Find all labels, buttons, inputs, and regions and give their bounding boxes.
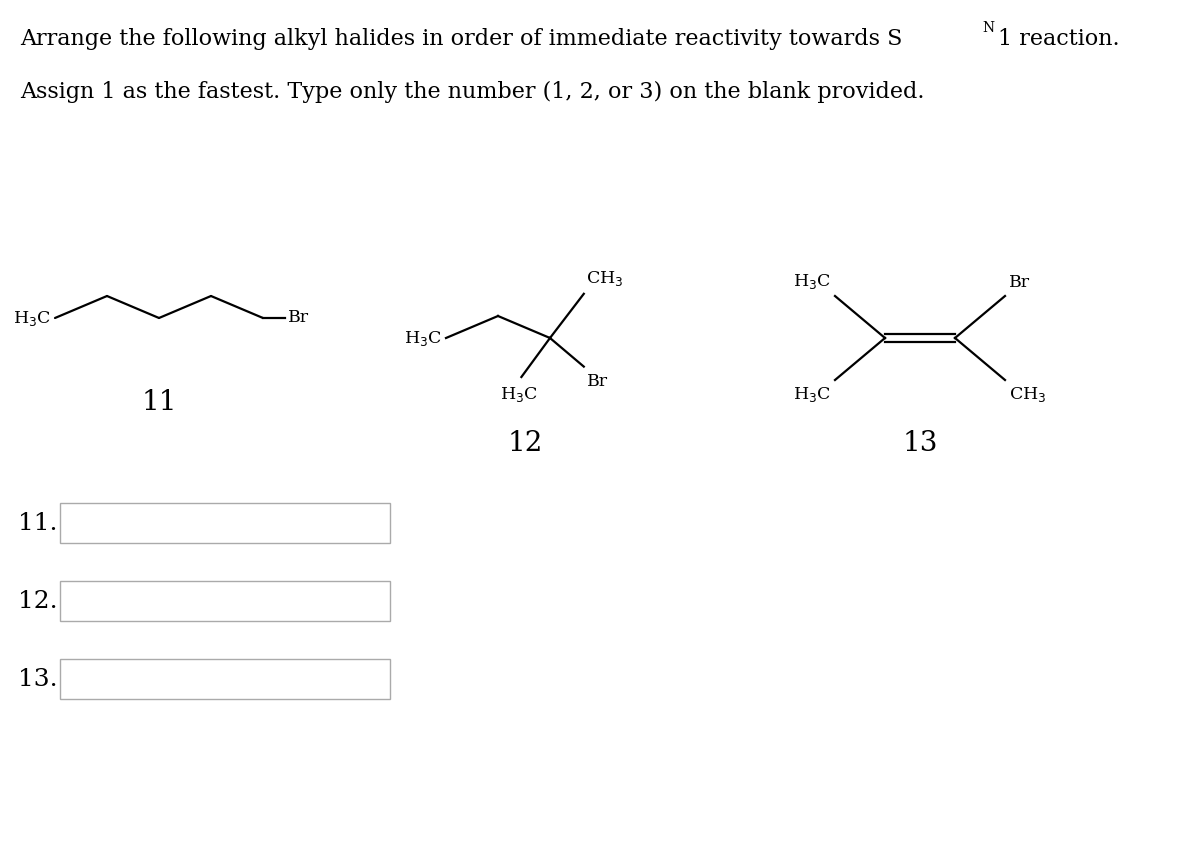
Text: 12.: 12. (18, 589, 58, 613)
Text: H$_3$C: H$_3$C (793, 385, 830, 404)
Text: H$_3$C: H$_3$C (500, 385, 539, 404)
Text: 12: 12 (508, 430, 542, 457)
Text: 11: 11 (142, 389, 176, 417)
Text: Assign 1 as the fastest. Type only the number (1, 2, or 3) on the blank provided: Assign 1 as the fastest. Type only the n… (20, 81, 924, 103)
Text: 13.: 13. (18, 667, 58, 690)
Text: Br: Br (587, 373, 608, 389)
FancyBboxPatch shape (60, 503, 390, 543)
Text: CH$_3$: CH$_3$ (1009, 385, 1046, 404)
Text: 11.: 11. (18, 512, 58, 534)
FancyBboxPatch shape (60, 659, 390, 699)
Text: H$_3$C: H$_3$C (13, 308, 50, 327)
Text: 13: 13 (902, 430, 937, 457)
Text: N: N (982, 21, 994, 35)
Text: Br: Br (1009, 274, 1030, 291)
Text: CH$_3$: CH$_3$ (586, 268, 623, 287)
Text: Arrange the following alkyl halides in order of immediate reactivity towards S: Arrange the following alkyl halides in o… (20, 28, 902, 50)
Text: H$_3$C: H$_3$C (793, 272, 830, 291)
FancyBboxPatch shape (60, 581, 390, 621)
Text: Br: Br (288, 310, 310, 326)
Text: H$_3$C: H$_3$C (404, 329, 442, 348)
Text: 1 reaction.: 1 reaction. (998, 28, 1120, 50)
